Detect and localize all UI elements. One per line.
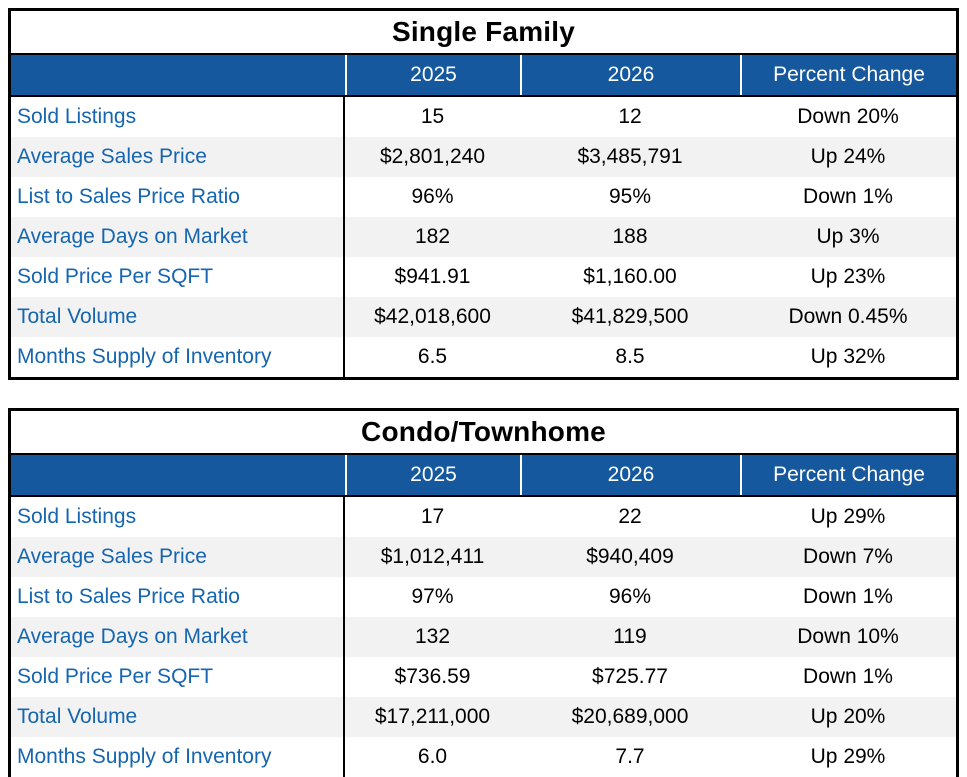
value-2025: 6.5: [417, 345, 448, 368]
table-row: Sold Price Per SQFT $941.91 $1,160.00 Up…: [11, 257, 956, 297]
percent-change: Down 1%: [803, 665, 893, 688]
table-title: Single Family: [391, 16, 576, 47]
value-2025: 6.0: [417, 745, 448, 768]
table-row: Sold Price Per SQFT $736.59 $725.77 Down…: [11, 657, 956, 697]
table-title: Condo/Townhome: [361, 416, 606, 447]
table-row: List to Sales Price Ratio 96% 95% Down 1…: [11, 177, 956, 217]
row-label: Sold Price Per SQFT: [11, 257, 345, 297]
table-condo-townhome: Condo/Townhome 2025 2026 Percent Change …: [8, 408, 959, 777]
value-2025: 17: [420, 505, 445, 528]
row-label: Average Sales Price: [11, 537, 345, 577]
value-2025: $42,018,600: [374, 305, 491, 328]
percent-change: Down 7%: [803, 545, 893, 568]
column-header-percent-change: Percent Change: [740, 55, 956, 95]
table-single-family: Single Family 2025 2026 Percent Change S…: [8, 8, 959, 380]
table-header-row: 2025 2026 Percent Change: [11, 53, 956, 97]
value-2025: 96%: [411, 185, 454, 208]
value-2025: $941.91: [394, 265, 471, 288]
table-body: Sold Listings 17 22 Up 29% Average Sales…: [11, 497, 956, 777]
percent-change: Up 29%: [810, 505, 886, 528]
percent-change: Up 29%: [810, 745, 886, 768]
percent-change: Down 1%: [803, 585, 893, 608]
value-2026: 95%: [608, 185, 652, 208]
table-row: Average Days on Market 132 119 Down 10%: [11, 617, 956, 657]
value-2025: 182: [414, 225, 451, 248]
row-label: Sold Listings: [11, 97, 345, 137]
table-body: Sold Listings 15 12 Down 20% Average Sal…: [11, 97, 956, 377]
value-2025: $2,801,240: [379, 145, 486, 168]
value-2026: $3,485,791: [577, 145, 683, 168]
percent-change: Down 0.45%: [788, 305, 908, 328]
value-2026: 8.5: [615, 345, 645, 368]
percent-change: Down 1%: [803, 185, 893, 208]
value-2026: 7.7: [615, 745, 645, 768]
percent-change: Up 3%: [816, 225, 880, 248]
row-label: Average Days on Market: [11, 617, 345, 657]
value-2026: $1,160.00: [583, 265, 677, 288]
column-header-percent-change: Percent Change: [740, 455, 956, 495]
table-row: Sold Listings 17 22 Up 29%: [11, 497, 956, 537]
table-row: Average Sales Price $2,801,240 $3,485,79…: [11, 137, 956, 177]
percent-change: Up 24%: [810, 145, 886, 168]
value-2025: 97%: [411, 585, 454, 608]
row-label: Months Supply of Inventory: [11, 737, 345, 777]
column-header-2025: 2025: [345, 455, 520, 495]
column-header-2026: 2026: [520, 455, 740, 495]
table-header-row: 2025 2026 Percent Change: [11, 453, 956, 497]
row-label: Total Volume: [11, 697, 345, 737]
value-2025: $1,012,411: [380, 545, 485, 568]
table-row: Total Volume $42,018,600 $41,829,500 Dow…: [11, 297, 956, 337]
table-row: List to Sales Price Ratio 97% 96% Down 1…: [11, 577, 956, 617]
value-2026: $41,829,500: [571, 305, 689, 328]
value-2025: 132: [414, 625, 451, 648]
table-row: Total Volume $17,211,000 $20,689,000 Up …: [11, 697, 956, 737]
value-2026: $940,409: [586, 545, 674, 568]
value-2026: $725.77: [592, 665, 668, 688]
value-2025: 15: [420, 105, 445, 128]
value-2026: 119: [613, 625, 647, 648]
value-2026: 12: [618, 105, 642, 128]
percent-change: Down 10%: [797, 625, 899, 648]
column-header-blank: [11, 55, 345, 95]
row-label: Sold Price Per SQFT: [11, 657, 345, 697]
row-label: Average Sales Price: [11, 137, 345, 177]
column-header-2025: 2025: [345, 55, 520, 95]
table-row: Sold Listings 15 12 Down 20%: [11, 97, 956, 137]
value-2026: 96%: [608, 585, 652, 608]
column-header-blank: [11, 455, 345, 495]
table-row: Months Supply of Inventory 6.0 7.7 Up 29…: [11, 737, 956, 777]
value-2026: $20,689,000: [571, 705, 689, 728]
row-label: Average Days on Market: [11, 217, 345, 257]
percent-change: Up 32%: [810, 345, 886, 368]
table-row: Average Days on Market 182 188 Up 3%: [11, 217, 956, 257]
percent-change: Down 20%: [797, 105, 899, 128]
table-row: Average Sales Price $1,012,411 $940,409 …: [11, 537, 956, 577]
value-2026: 188: [612, 225, 648, 248]
row-label: Total Volume: [11, 297, 345, 337]
row-label: Months Supply of Inventory: [11, 337, 345, 377]
row-label: List to Sales Price Ratio: [11, 177, 345, 217]
percent-change: Up 23%: [810, 265, 886, 288]
row-label: Sold Listings: [11, 497, 345, 537]
column-header-2026: 2026: [520, 55, 740, 95]
value-2026: 22: [618, 505, 642, 528]
row-label: List to Sales Price Ratio: [11, 577, 345, 617]
value-2025: $736.59: [394, 665, 471, 688]
table-row: Months Supply of Inventory 6.5 8.5 Up 32…: [11, 337, 956, 377]
value-2025: $17,211,000: [374, 705, 491, 728]
percent-change: Up 20%: [810, 705, 886, 728]
